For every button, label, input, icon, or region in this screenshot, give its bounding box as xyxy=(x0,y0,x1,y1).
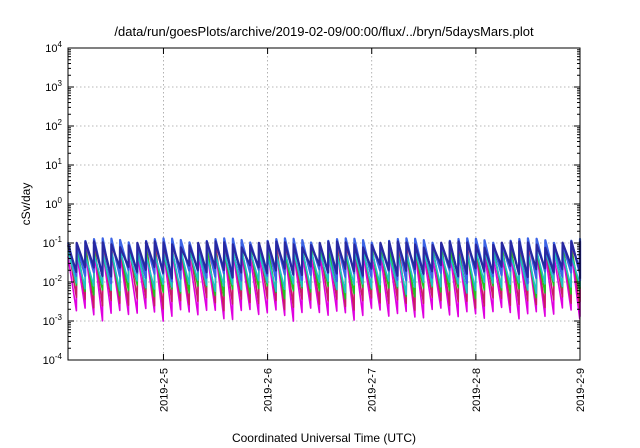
x-tick-label: 2019-2-5 xyxy=(158,368,170,412)
y-tick-label: 103 xyxy=(45,79,62,94)
x-tick-label: 2019-2-8 xyxy=(471,368,483,412)
x-tick-label: 2019-2-7 xyxy=(367,368,379,412)
y-tick-label: 10-4 xyxy=(43,352,63,367)
x-axis-label: Coordinated Universal Time (UTC) xyxy=(232,431,416,445)
series-line xyxy=(66,240,582,280)
series-group xyxy=(66,237,582,322)
chart-title: /data/run/goesPlots/archive/2019-02-09/0… xyxy=(114,24,534,39)
y-tick-label: 10-3 xyxy=(43,313,63,328)
y-tick-label: 10-1 xyxy=(43,235,63,250)
x-ticks: 2019-2-5 2019-2-6 2019-2-7 2019-2-8 2019-2-9 xyxy=(158,48,587,412)
x-tick-label: 2019-2-6 xyxy=(263,368,275,412)
x-tick-label: 2019-2-9 xyxy=(575,368,587,412)
y-tick-label: 10-2 xyxy=(43,274,63,289)
y-axis-label: cSv/day xyxy=(19,183,33,226)
y-tick-label: 101 xyxy=(45,157,62,172)
y-tick-label: 102 xyxy=(45,118,62,133)
y-tick-label: 100 xyxy=(45,196,62,211)
y-tick-label: 104 xyxy=(45,40,62,55)
grid xyxy=(68,48,581,360)
y-ticks: 104 103 102 101 100 10-1 10-2 10-3 10-4 xyxy=(43,40,580,367)
